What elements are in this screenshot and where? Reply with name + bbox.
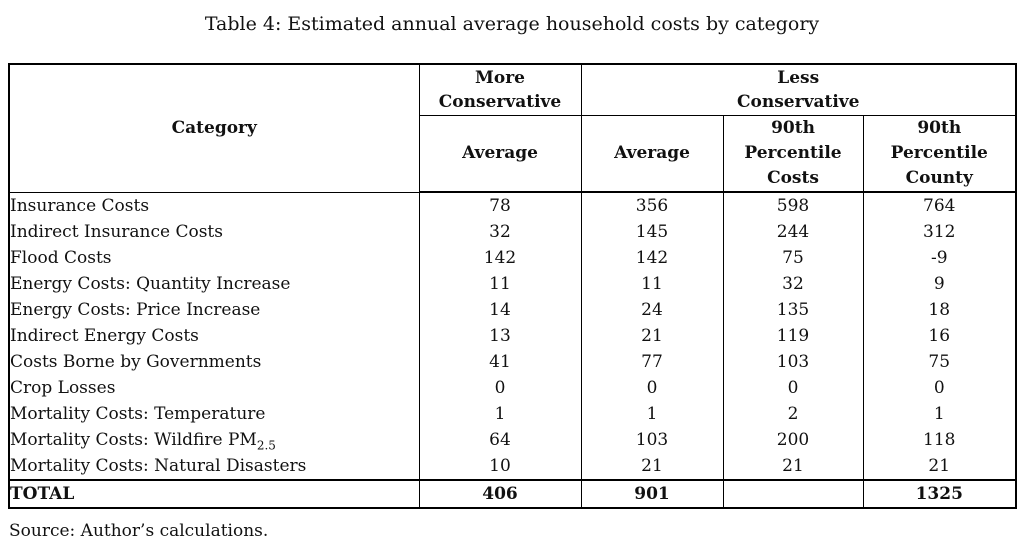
cell-value: 118 — [862, 427, 1017, 453]
cell-value: 64 — [418, 427, 582, 453]
table-row-flood-costs: Flood Costs 142 142 75 -9 — [8, 245, 1017, 271]
table-row-indirect-insurance-costs: Indirect Insurance Costs 32 145 244 312 — [8, 219, 1017, 245]
row-label: Energy Costs: Quantity Increase — [8, 271, 420, 297]
cell-value: -9 — [862, 245, 1017, 271]
cell-value: 0 — [862, 375, 1017, 401]
column-header-category-label: Category — [171, 118, 257, 139]
cell-value: 764 — [862, 192, 1017, 219]
table-row-energy-quantity: Energy Costs: Quantity Increase 11 11 32… — [8, 271, 1017, 297]
cell-value: 2 — [722, 401, 864, 427]
cell-value: 21 — [580, 453, 724, 480]
cell-value: 21 — [580, 323, 724, 349]
cell-value: 1 — [580, 401, 724, 427]
table-caption: Table 4: Estimated annual average househ… — [204, 13, 820, 35]
row-label: Indirect Insurance Costs — [8, 219, 420, 245]
table-row-crop-losses: Crop Losses 0 0 0 0 — [8, 375, 1017, 401]
table-row-mortality-wildfire-pm25: Mortality Costs: Wildfire PM2.5 64 103 2… — [8, 427, 1017, 453]
header-subcolumn-row: Average Average 90th Percentile Costs 90… — [9, 115, 1017, 193]
column-header-more-average: Average — [418, 115, 582, 193]
row-label: Flood Costs — [8, 245, 420, 271]
row-label: Insurance Costs — [8, 192, 420, 219]
row-label: Indirect Energy Costs — [8, 323, 420, 349]
row-label: Energy Costs: Price Increase — [8, 297, 420, 323]
cell-value: 145 — [580, 219, 724, 245]
row-label: Mortality Costs: Wildfire PM2.5 — [8, 427, 420, 453]
cell-value: 75 — [862, 349, 1017, 375]
header-group-row: Category More Conservative Less Conserva… — [8, 64, 1017, 193]
cell-value: 11 — [418, 271, 582, 297]
cell-value: 1 — [862, 401, 1017, 427]
cell-value: 32 — [722, 271, 864, 297]
cell-value: 135 — [722, 297, 864, 323]
cell-value: 598 — [722, 192, 864, 219]
total-value — [722, 479, 864, 508]
table-row-insurance-costs: Insurance Costs 78 356 598 764 — [8, 192, 1017, 219]
column-header-90th-percentile-county: 90th Percentile County — [862, 115, 1017, 193]
cell-value: 77 — [580, 349, 724, 375]
cell-value: 75 — [722, 245, 864, 271]
cell-value: 32 — [418, 219, 582, 245]
row-label: Mortality Costs: Natural Disasters — [8, 453, 420, 480]
cell-value: 200 — [722, 427, 864, 453]
cell-value: 0 — [418, 375, 582, 401]
table-row-costs-borne-governments: Costs Borne by Governments 41 77 103 75 — [8, 349, 1017, 375]
cell-value: 244 — [722, 219, 864, 245]
table-row-energy-price: Energy Costs: Price Increase 14 24 135 1… — [8, 297, 1017, 323]
total-label: TOTAL — [8, 479, 420, 508]
cell-value: 142 — [418, 245, 582, 271]
cell-value: 103 — [580, 427, 724, 453]
cell-value: 14 — [418, 297, 582, 323]
row-label: Costs Borne by Governments — [8, 349, 420, 375]
cell-value: 21 — [862, 453, 1017, 480]
household-costs-table: Category More Conservative Less Conserva… — [8, 63, 1017, 509]
cell-value: 21 — [722, 453, 864, 480]
table-row-mortality-natural-disasters: Mortality Costs: Natural Disasters 10 21… — [8, 453, 1017, 480]
cell-value: 78 — [418, 192, 582, 219]
column-header-less-average: Average — [580, 115, 724, 193]
table-row-indirect-energy-costs: Indirect Energy Costs 13 21 119 16 — [8, 323, 1017, 349]
cell-value: 11 — [580, 271, 724, 297]
column-header-category: Category — [8, 64, 420, 193]
total-value: 406 — [418, 479, 582, 508]
label-subscript: 2.5 — [256, 438, 276, 453]
column-group-more-conservative: More Conservative — [418, 64, 582, 116]
total-value: 1325 — [862, 479, 1017, 508]
total-value: 901 — [580, 479, 724, 508]
cell-value: 13 — [418, 323, 582, 349]
cell-value: 24 — [580, 297, 724, 323]
table-row-mortality-temperature: Mortality Costs: Temperature 1 1 2 1 — [8, 401, 1017, 427]
cell-value: 9 — [862, 271, 1017, 297]
cell-value: 312 — [862, 219, 1017, 245]
cell-value: 1 — [418, 401, 582, 427]
cell-value: 119 — [722, 323, 864, 349]
cell-value: 142 — [580, 245, 724, 271]
row-label: Crop Losses — [8, 375, 420, 401]
cell-value: 18 — [862, 297, 1017, 323]
cell-value: 103 — [722, 349, 864, 375]
row-label: Mortality Costs: Temperature — [8, 401, 420, 427]
column-group-less-conservative: Less Conservative — [580, 64, 1017, 116]
cell-value: 0 — [580, 375, 724, 401]
source-note: Source: Author’s calculations. — [9, 521, 269, 541]
cell-value: 10 — [418, 453, 582, 480]
column-header-90th-percentile-costs: 90th Percentile Costs — [722, 115, 864, 193]
total-row: TOTAL 406 901 1325 — [8, 479, 1017, 508]
cell-value: 41 — [418, 349, 582, 375]
cell-value: 356 — [580, 192, 724, 219]
cell-value: 0 — [722, 375, 864, 401]
cell-value: 16 — [862, 323, 1017, 349]
